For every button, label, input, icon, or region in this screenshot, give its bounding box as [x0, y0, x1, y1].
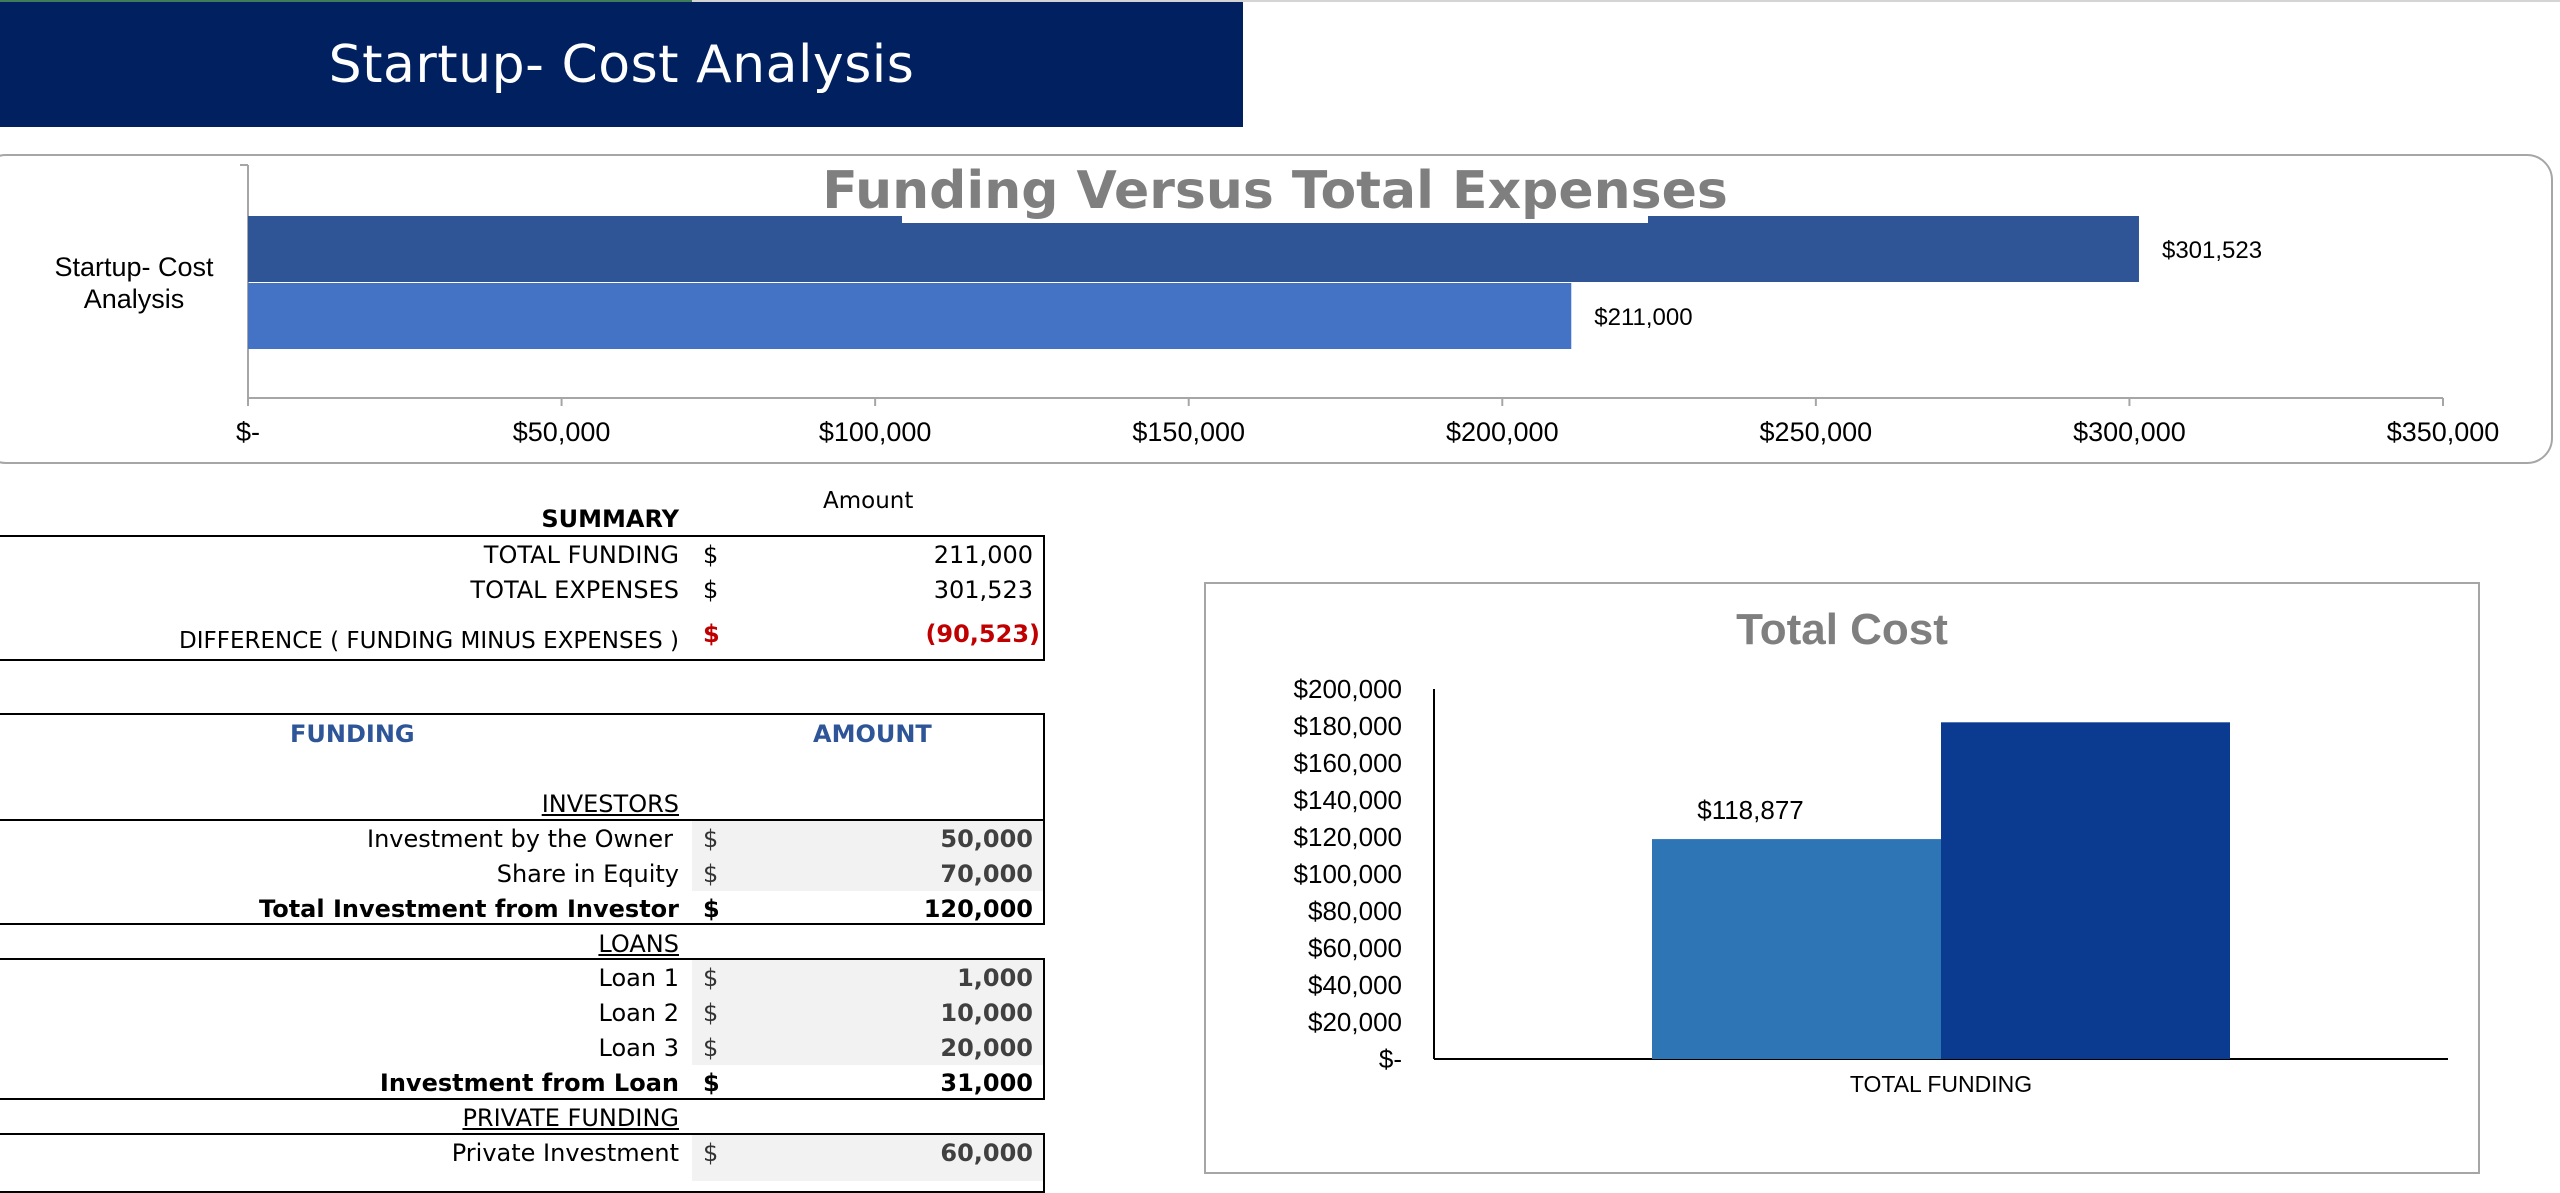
loan-row-value[interactable]: 20,000 [940, 1034, 1033, 1062]
sheet-top-border [0, 0, 2560, 2]
summary-label-difference: DIFFERENCE ( FUNDING MINUS EXPENSES ) [179, 628, 679, 654]
loans-section-title: LOANS [598, 930, 679, 958]
summary-title: SUMMARY [541, 505, 679, 533]
summary-value-total-expenses[interactable]: 301,523 [933, 576, 1033, 604]
private-section-title: PRIVATE FUNDING [462, 1104, 679, 1132]
private-input-shade [692, 1135, 1043, 1181]
loan-row-currency: $ [703, 999, 719, 1027]
summary-sheet: Amount SUMMARY TOTAL FUNDING $ 211,000 T… [0, 0, 1100, 1193]
summary-currency-total-funding: $ [703, 541, 719, 569]
total-cost-chart[interactable] [1204, 582, 2480, 1174]
investor-row-value[interactable]: 70,000 [940, 860, 1033, 888]
loans-box [0, 958, 1045, 1100]
investor-row-value[interactable]: 50,000 [940, 825, 1033, 853]
title-banner[interactable]: Startup- Cost Analysis [0, 2, 1243, 127]
loan-row-value[interactable]: 1,000 [957, 964, 1033, 992]
private-row-currency: $ [703, 1139, 719, 1167]
investors-input-shade [692, 821, 1043, 891]
loans-input-shade [692, 960, 1043, 1065]
funding-header-label: FUNDING [290, 720, 415, 748]
investors-total-label: Total Investment from Investor [259, 895, 679, 923]
loan-row-currency: $ [703, 1034, 719, 1062]
selected-cell-accent [0, 0, 692, 2]
loans-total-currency: $ [703, 1069, 720, 1097]
investor-row-currency: $ [703, 825, 719, 853]
summary-value-total-funding[interactable]: 211,000 [933, 541, 1033, 569]
loans-total-label: Investment from Loan [379, 1069, 679, 1097]
amount-column-header: Amount [823, 488, 914, 514]
investor-row-label: Share in Equity [496, 860, 679, 888]
loans-total-value[interactable]: 31,000 [940, 1069, 1033, 1097]
loan-row-label: Loan 3 [598, 1034, 679, 1062]
summary-box [0, 535, 1045, 661]
investors-box [0, 819, 1045, 925]
loan-row-label: Loan 1 [598, 964, 679, 992]
private-row-value[interactable]: 60,000 [940, 1139, 1033, 1167]
banner-title: Startup- Cost Analysis [328, 34, 915, 95]
loan-row-currency: $ [703, 964, 719, 992]
investors-total-value[interactable]: 120,000 [923, 895, 1033, 923]
summary-currency-difference: $ [703, 620, 720, 648]
summary-value-difference[interactable]: (90,523) [925, 620, 1040, 648]
summary-currency-total-expenses: $ [703, 576, 719, 604]
summary-label-total-expenses: TOTAL EXPENSES [470, 576, 679, 604]
private-row-label: Private Investment [451, 1139, 679, 1167]
investors-total-currency: $ [703, 895, 720, 923]
loan-row-label: Loan 2 [598, 999, 679, 1027]
investor-row-currency: $ [703, 860, 719, 888]
funding-header-amount: AMOUNT [813, 720, 932, 748]
summary-label-total-funding: TOTAL FUNDING [483, 541, 679, 569]
investors-section-title: INVESTORS [541, 790, 679, 818]
loan-row-value[interactable]: 10,000 [940, 999, 1033, 1027]
investor-row-label: Investment by the Owner [366, 825, 673, 853]
